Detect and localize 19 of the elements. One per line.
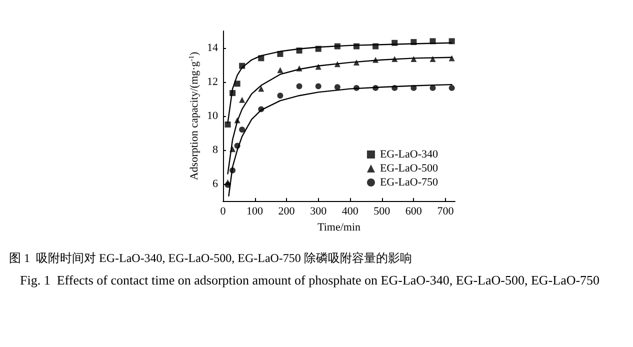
legend-label: EG-LaO-340 bbox=[380, 148, 438, 160]
y-tick-label: 10 bbox=[207, 110, 218, 122]
x-tick-label: 700 bbox=[437, 206, 454, 218]
x-tick-label: 100 bbox=[246, 206, 264, 218]
x-tick-label: 500 bbox=[374, 206, 391, 218]
y-tick-label: 6 bbox=[212, 178, 218, 190]
x-tick-label: 400 bbox=[342, 206, 359, 218]
x-tick-label: 200 bbox=[278, 206, 296, 218]
caption: 图 1 吸附时间对 EG-LaO-340, EG-LaO-500, EG-LaO-750 除磷吸附容量的影响 bbox=[9, 251, 412, 265]
x-axis-title: Time/min bbox=[318, 221, 361, 234]
x-tick-label: 600 bbox=[405, 206, 422, 218]
y-tick-label: 14 bbox=[207, 42, 218, 54]
legend-label: EG-LaO-500 bbox=[380, 162, 438, 174]
caption: Fig. 1 Effects of contact time on adsorption amount of phosphate on EG-LaO-340, EG-LaO-500, EG-LaO-750 bbox=[20, 272, 600, 288]
x-tick-label: 0 bbox=[220, 206, 226, 218]
x-tick-label: 300 bbox=[310, 206, 328, 218]
y-tick-label: 12 bbox=[207, 76, 218, 88]
legend-label: EG-LaO-750 bbox=[380, 176, 438, 188]
y-tick-label: 8 bbox=[212, 144, 218, 156]
